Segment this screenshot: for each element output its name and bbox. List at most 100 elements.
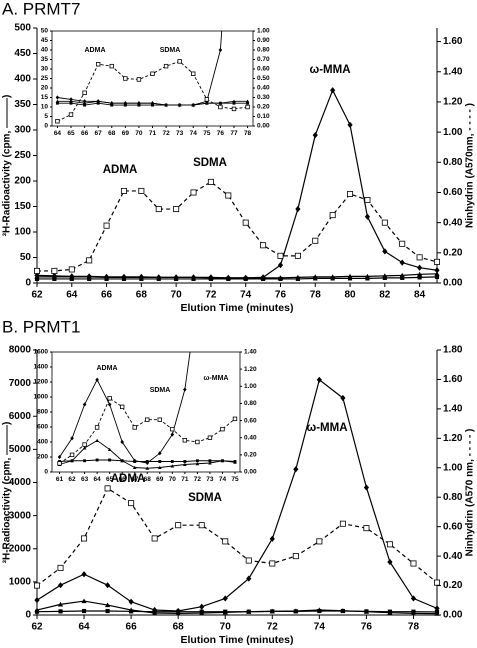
- plot: [34, 87, 440, 282]
- open-square-marker: [55, 119, 60, 124]
- square-marker: [434, 609, 440, 615]
- diamond-marker: [399, 259, 405, 266]
- square-marker: [69, 276, 74, 281]
- x-tick-label: 62: [68, 476, 76, 483]
- y-tick-label: 0: [44, 123, 48, 130]
- square-marker: [137, 103, 141, 107]
- x-tick-label: 75: [231, 476, 239, 483]
- diamond-marker: [347, 121, 353, 129]
- open-square-marker: [57, 461, 62, 466]
- open-square-marker: [204, 97, 210, 102]
- open-square-marker: [329, 212, 336, 219]
- square-marker: [295, 276, 300, 281]
- plot: [57, 140, 238, 470]
- y2-tick-label: 1.60: [443, 374, 463, 385]
- square-marker: [208, 459, 212, 463]
- x-tick-label: 76: [361, 622, 373, 633]
- diamond-marker: [434, 605, 440, 612]
- open-square-marker: [107, 396, 112, 401]
- open-square-marker: [386, 541, 393, 548]
- y-tick-label: 1000: [34, 394, 49, 401]
- annotation: ω-MMA: [309, 64, 350, 76]
- y2-tick-label: 0.00: [443, 278, 463, 289]
- open-square-marker: [433, 579, 440, 586]
- x-tick-label: 63: [81, 476, 89, 483]
- triangle-marker: [57, 601, 64, 607]
- annotation: ADMA: [103, 164, 138, 176]
- y-tick-label: 350: [14, 99, 31, 110]
- open-square-marker: [82, 442, 87, 447]
- y2-tick-label: 0.80: [257, 47, 270, 54]
- y-tick-label: 300: [14, 125, 31, 136]
- square-marker: [261, 276, 266, 281]
- square-marker: [364, 609, 369, 614]
- square-marker: [145, 460, 149, 463]
- y-tick-label: 1600: [34, 349, 49, 356]
- annotation: SDMA: [193, 157, 227, 169]
- x-tick-label: 65: [106, 476, 114, 483]
- diamond-marker: [199, 603, 205, 610]
- open-square-marker: [177, 59, 182, 64]
- square-marker: [58, 609, 63, 614]
- square-marker: [191, 276, 196, 281]
- inset-chart: 0 5 10 15 20 25 30 35 40 45 50 0.00 0.10 0.20 0.30 0.40…: [41, 28, 270, 137]
- open-square-marker: [150, 71, 155, 76]
- annotation: ADMA: [85, 47, 106, 54]
- x-tick-label: 64: [54, 130, 62, 137]
- x-tick-label: 70: [220, 622, 232, 633]
- square-marker: [223, 609, 228, 614]
- y-tick-label: 0: [25, 610, 31, 621]
- triangle-marker: [104, 602, 111, 608]
- open-square-marker: [198, 522, 205, 529]
- y2-tick-label: 0.40: [443, 551, 463, 562]
- open-square-marker: [120, 187, 127, 194]
- triangle-marker: [208, 461, 212, 465]
- y-tick-label: 400: [14, 74, 31, 85]
- open-square-marker: [109, 63, 114, 69]
- x-tick-label: 64: [94, 476, 102, 483]
- diamond-marker: [269, 535, 275, 542]
- square-marker: [199, 609, 204, 614]
- x-tick-label: 78: [244, 130, 252, 137]
- y-tick-label: 200: [37, 454, 48, 461]
- y-tick-label: 10: [41, 104, 49, 111]
- y2-axis-label: Ninhydrin (A570nm, - - - - ): [465, 103, 476, 228]
- diamond-marker: [208, 140, 212, 144]
- square-marker: [270, 609, 275, 614]
- open-square-marker: [34, 267, 41, 274]
- square-marker: [233, 460, 237, 463]
- y2-tick-label: 1.40: [443, 66, 463, 77]
- diamond-marker: [34, 596, 40, 604]
- square-marker: [313, 276, 318, 281]
- y2-tick-label: 0.30: [257, 94, 270, 101]
- y-tick-label: 250: [14, 150, 31, 161]
- square-marker: [158, 460, 162, 463]
- y2-tick-label: 0.00: [443, 610, 463, 621]
- x-tick-label: 76: [275, 290, 287, 301]
- open-square-marker: [173, 206, 180, 213]
- square-marker: [139, 276, 144, 281]
- x-tick-label: 78: [310, 290, 322, 301]
- diamond-marker: [277, 262, 284, 269]
- chart-title: A. PRMT7: [2, 0, 80, 18]
- open-square-marker: [260, 242, 267, 249]
- open-square-marker: [312, 237, 319, 244]
- square-marker: [434, 274, 440, 279]
- open-square-marker: [363, 525, 370, 532]
- x-tick-label: 68: [144, 476, 152, 483]
- y2-tick-label: 0.40: [244, 434, 257, 441]
- y-tick-label: 1400: [34, 364, 49, 371]
- x-tick-label: 70: [135, 130, 143, 137]
- y2-tick-label: 1.00: [257, 28, 270, 35]
- y2-tick-label: 0.70: [257, 56, 270, 63]
- x-tick-label: 61: [56, 476, 64, 483]
- diamond-marker: [434, 267, 440, 274]
- x-tick-label: 74: [240, 290, 252, 301]
- open-square-marker: [95, 62, 101, 67]
- y2-tick-label: 0.60: [443, 521, 463, 532]
- square-marker: [174, 276, 179, 281]
- square-marker: [195, 459, 199, 463]
- x-tick-label: 68: [136, 290, 148, 301]
- x-tick-label: 82: [379, 290, 391, 301]
- y2-tick-label: 1.80: [443, 345, 463, 356]
